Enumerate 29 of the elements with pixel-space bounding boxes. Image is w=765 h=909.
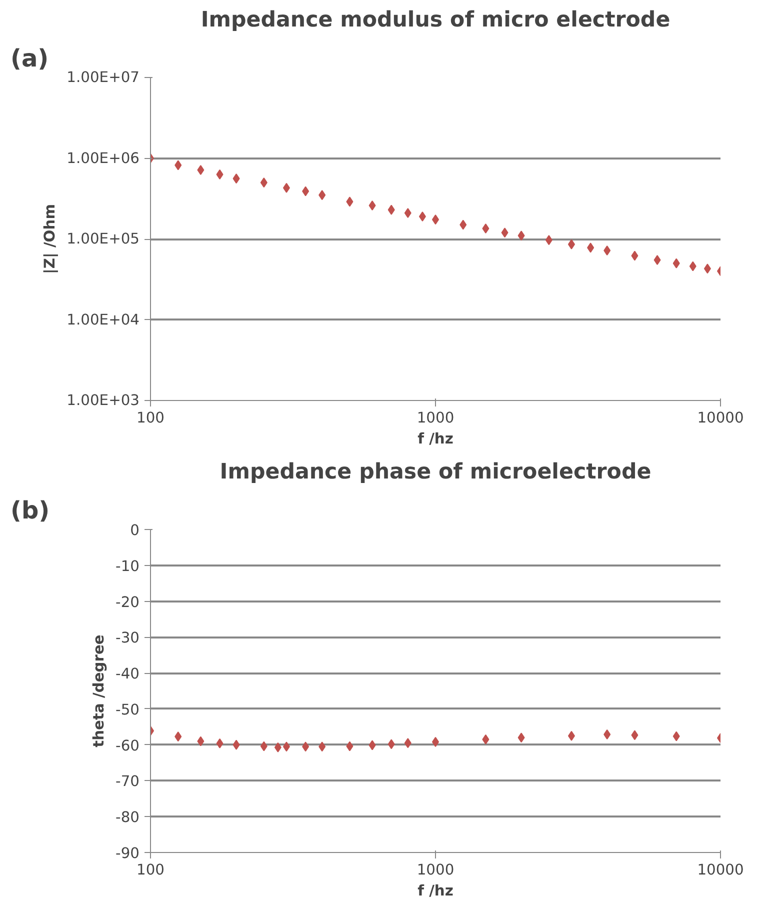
- y-tick-label: -20: [116, 594, 140, 611]
- y-tick-label: -40: [116, 666, 140, 683]
- x-tick-label: 10000: [697, 410, 744, 426]
- y-tick-label: 1.00E+03: [66, 392, 140, 409]
- y-tick-label: 1.00E+04: [66, 311, 140, 328]
- x-tick-label: 100: [136, 862, 164, 878]
- chart-title: Impedance phase of microelectrode: [220, 460, 652, 484]
- y-tick-label: -50: [116, 701, 140, 718]
- y-tick-label: -30: [116, 630, 140, 647]
- y-tick-label: 0: [130, 522, 140, 539]
- x-axis-title: f /hz: [418, 882, 454, 900]
- text: (b): [10, 496, 50, 524]
- y-tick-label: -60: [116, 737, 140, 754]
- y-tick-label: 1.00E+07: [66, 69, 140, 86]
- x-tick-label: 10000: [697, 862, 744, 878]
- y-axis-title: theta /degree: [90, 634, 108, 748]
- x-axis-title: f /hz: [418, 430, 454, 448]
- y-tick-label: -80: [116, 809, 140, 826]
- y-tick-label: -90: [116, 845, 140, 862]
- x-tick-label: 1000: [416, 410, 454, 426]
- y-tick-label: -10: [116, 558, 140, 575]
- x-tick-label: 1000: [416, 862, 454, 878]
- x-tick-label: 100: [136, 410, 164, 426]
- chart-title: Impedance modulus of micro electrode: [200, 8, 670, 32]
- y-tick-label: 1.00E+05: [66, 230, 140, 248]
- y-tick-label: -70: [116, 773, 140, 790]
- y-tick-label: 1.00E+06: [66, 150, 140, 167]
- y-axis-title: |Z| /Ohm: [42, 204, 59, 274]
- text: (a): [10, 44, 49, 72]
